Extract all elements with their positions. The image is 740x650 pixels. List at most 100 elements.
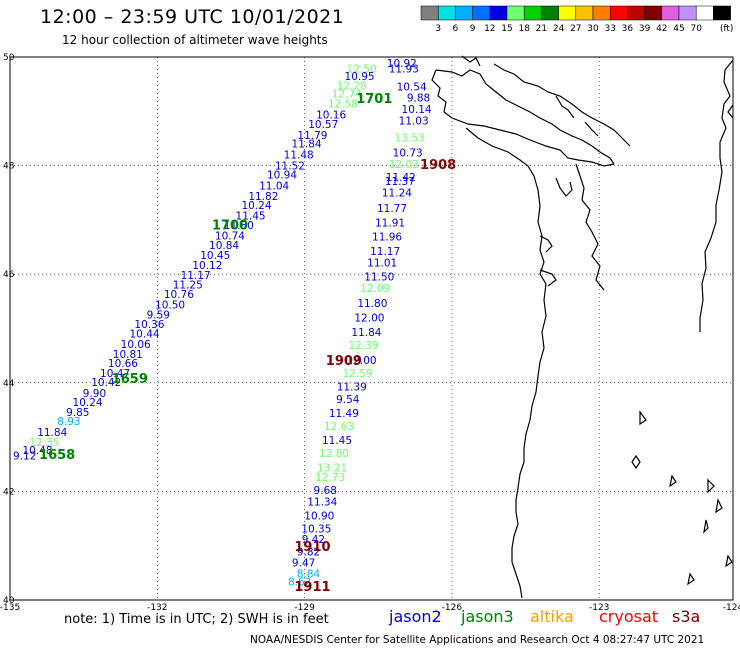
legend-label: 21 xyxy=(536,24,547,34)
wave-height-value: 10.90 xyxy=(304,511,334,523)
wave-height-value: 11.17 xyxy=(181,270,211,282)
lon-tick-label: -129 xyxy=(294,603,315,613)
wave-height-value: 10.24 xyxy=(241,200,271,212)
legend-label: 6 xyxy=(453,24,459,34)
legend-swatch xyxy=(713,5,731,21)
altimeter-tracks: 10.9211.9310.549.8810.1411.0313.5310.731… xyxy=(13,58,456,595)
wave-height-value: 11.48 xyxy=(284,150,314,162)
legend-swatch xyxy=(489,5,508,21)
wave-height-value: 9.59 xyxy=(147,310,170,322)
wave-height-value: 11.84 xyxy=(292,139,322,151)
wave-height-value: 11.24 xyxy=(382,188,412,200)
wave-height-value: 10.76 xyxy=(164,289,194,301)
wave-height-value: 10.16 xyxy=(316,109,346,121)
wave-height-value: 11.34 xyxy=(307,497,337,509)
wave-height-value: 12.58 xyxy=(328,98,358,110)
wave-height-value: 12.80 xyxy=(319,448,349,460)
wave-height-value: 11.82 xyxy=(248,191,278,203)
lon-tick-label: -132 xyxy=(147,603,167,613)
wave-height-value: 11.37 xyxy=(385,176,415,188)
lat-tick-label: 50 xyxy=(3,53,15,63)
legend-label: 70 xyxy=(690,24,702,34)
legend-label: 18 xyxy=(518,24,530,34)
satellite-label: cryosat xyxy=(599,607,659,626)
wave-height-value: 13.53 xyxy=(395,133,425,145)
wave-height-value: 10.74 xyxy=(215,230,245,242)
pass-time-label: 1700 xyxy=(212,219,248,234)
legend-swatch xyxy=(575,5,594,21)
wave-height-value: 12.50 xyxy=(347,64,377,76)
lat-lon-grid: -135 -132 -129 -126 -123 -124 50 48 46 44 42 40 xyxy=(0,53,740,613)
lon-tick-label: -135 xyxy=(0,603,20,613)
color-legend: 3 6 9 12 15 18 21 24 27 30 33 36 39 42 45 70 (ft) xyxy=(420,5,733,34)
lat-tick-label: 40 xyxy=(3,596,15,606)
lon-tick-label: -124 xyxy=(723,603,740,613)
legend-label: 15 xyxy=(501,24,512,34)
satellite-label: jason3 xyxy=(461,607,514,626)
wave-height-value: 11.52 xyxy=(275,160,305,172)
wave-height-value: 10.95 xyxy=(345,71,375,83)
legend-swatch xyxy=(437,5,456,21)
map-frame xyxy=(9,56,734,601)
wave-height-value: 11.77 xyxy=(377,203,407,215)
wave-height-value: 12.63 xyxy=(324,421,354,433)
wave-height-value: 10.92 xyxy=(387,58,417,70)
wave-height-value: 11.79 xyxy=(297,130,327,142)
wave-height-value: 11.84 xyxy=(351,327,381,339)
wave-height-value: 11.80 xyxy=(357,298,387,310)
wave-height-value: 11.45 xyxy=(236,210,266,222)
lat-tick-label: 44 xyxy=(3,379,15,389)
wave-height-value: 10.36 xyxy=(134,319,164,331)
wave-height-value: 13.21 xyxy=(317,462,347,474)
lat-tick-label: 46 xyxy=(3,270,15,280)
legend-label: 45 xyxy=(673,24,684,34)
wave-height-value: 9.82 xyxy=(297,546,320,558)
wave-height-value: 11.39 xyxy=(337,381,367,393)
pass-time-label: 1658 xyxy=(39,448,75,463)
coastline xyxy=(431,55,734,599)
wave-height-value: 10.81 xyxy=(113,349,143,361)
wave-height-value: 9.88 xyxy=(407,93,430,105)
wave-height-value: 12.39 xyxy=(348,340,378,352)
legend-label: 9 xyxy=(470,24,476,34)
wave-height-value: 11.96 xyxy=(372,232,402,244)
lat-tick-label: 48 xyxy=(3,162,15,172)
wave-height-value: 9.90 xyxy=(83,388,106,400)
wave-height-value: 12.59 xyxy=(343,368,373,380)
wave-height-value: 10.48 xyxy=(22,445,52,457)
wave-height-value: 10.54 xyxy=(397,82,427,94)
wave-height-value: 11.17 xyxy=(370,246,400,258)
wave-height-value: 9.47 xyxy=(292,557,315,569)
wave-height-value: 10.66 xyxy=(108,358,138,370)
wave-height-value: 11.45 xyxy=(322,435,352,447)
wave-height-value: 8.84 xyxy=(297,569,321,581)
map-subtitle: 12 hour collection of altimeter wave hei… xyxy=(62,33,328,47)
legend-swatch xyxy=(627,5,645,21)
satellite-label: jason2 xyxy=(389,607,442,626)
wave-height-value: 10.45 xyxy=(200,250,230,262)
legend-swatch xyxy=(695,5,714,21)
lon-tick-label: -123 xyxy=(589,603,609,613)
legend-label: 24 xyxy=(553,24,565,34)
pass-time-label: 1659 xyxy=(112,372,148,387)
legend-label: 33 xyxy=(604,24,615,34)
pass-time-label: 1908 xyxy=(420,158,456,173)
satellite-label: altika xyxy=(530,607,574,626)
pass-time-label: 1909 xyxy=(326,354,362,369)
legend-label: 39 xyxy=(639,24,651,34)
pass-time-label: 1701 xyxy=(356,92,392,107)
wave-height-value: 11.49 xyxy=(329,408,359,420)
wave-height-value: 10.57 xyxy=(308,119,338,131)
legend-label: 12 xyxy=(484,24,495,34)
legend-swatch xyxy=(420,5,439,21)
wave-height-value: 11.93 xyxy=(389,64,419,76)
wave-height-value: 12.28 xyxy=(337,81,367,93)
legend-swatch xyxy=(644,5,663,21)
credit-line: NOAA/NESDIS Center for Satellite Applica… xyxy=(250,634,705,646)
footnote: note: 1) Time is in UTC; 2) SWH is in fe… xyxy=(64,612,329,627)
wave-height-value: 10.24 xyxy=(73,397,103,409)
wave-height-value: 9.12 xyxy=(13,450,36,462)
lon-tick-label: -126 xyxy=(442,603,463,613)
legend-label: 30 xyxy=(587,24,599,34)
